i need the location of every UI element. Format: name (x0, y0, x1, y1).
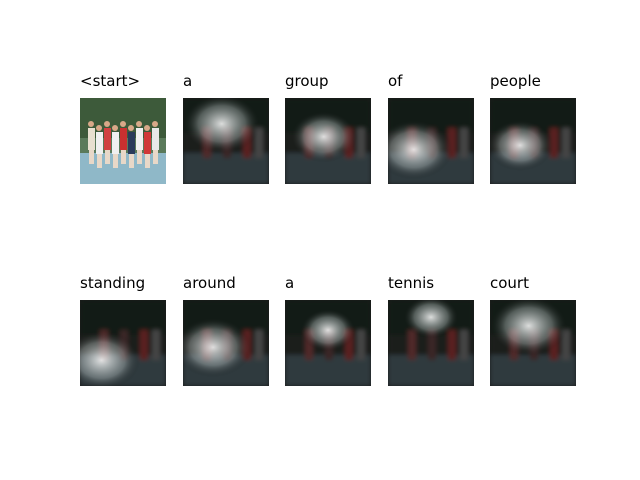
caption-word: a (183, 72, 193, 90)
caption-word: tennis (388, 274, 435, 292)
caption-word: of (388, 72, 403, 90)
caption-word: <start> (80, 72, 141, 90)
caption-word: around (183, 274, 236, 292)
attention-map-image (183, 98, 269, 184)
caption-word: people (490, 72, 541, 90)
attention-map-image (285, 300, 371, 386)
caption-word: group (285, 72, 329, 90)
caption-word: a (285, 274, 295, 292)
caption-word: standing (80, 274, 146, 292)
attention-map-image (80, 300, 166, 386)
attention-map-image (183, 300, 269, 386)
original-image (80, 98, 166, 184)
attention-map-image (388, 300, 474, 386)
attention-map-image (285, 98, 371, 184)
attention-map-image (490, 300, 576, 386)
caption-word: court (490, 274, 529, 292)
attention-map-image (490, 98, 576, 184)
attention-map-image (388, 98, 474, 184)
